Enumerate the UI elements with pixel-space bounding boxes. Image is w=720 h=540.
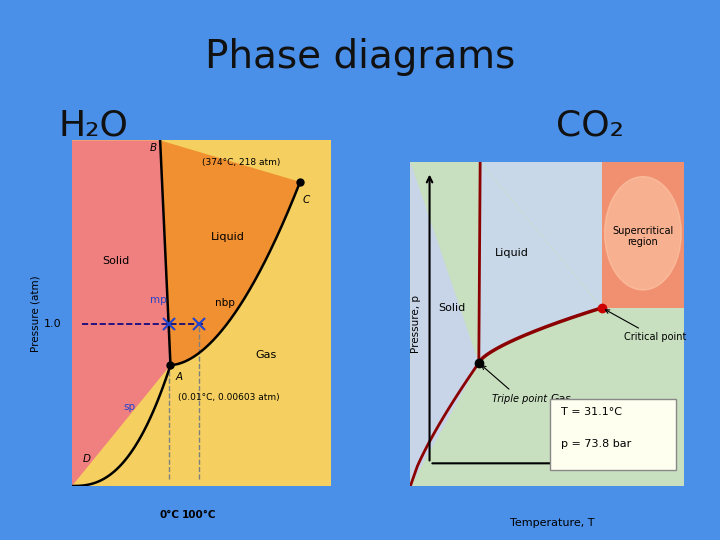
Text: Liquid: Liquid (210, 232, 245, 242)
Ellipse shape (605, 177, 681, 290)
Text: sp: sp (124, 402, 136, 412)
Text: Solid: Solid (102, 256, 130, 266)
Text: nbp: nbp (215, 298, 235, 308)
FancyBboxPatch shape (550, 399, 676, 470)
Text: 0°C: 0°C (159, 510, 179, 520)
Polygon shape (72, 140, 171, 486)
Polygon shape (72, 140, 331, 486)
Text: 1.0: 1.0 (44, 319, 62, 328)
Text: mp: mp (150, 295, 167, 305)
Text: Gas: Gas (550, 394, 572, 403)
Text: Temperature, T: Temperature, T (510, 518, 595, 529)
Polygon shape (410, 162, 684, 486)
Polygon shape (410, 162, 480, 486)
Text: Pressure, p: Pressure, p (411, 295, 421, 353)
Text: CO₂: CO₂ (557, 108, 624, 142)
Text: B: B (150, 143, 157, 153)
Polygon shape (160, 140, 300, 365)
Text: D: D (82, 454, 91, 464)
Text: Phase diagrams: Phase diagrams (205, 38, 515, 76)
Text: Triple point: Triple point (482, 366, 548, 404)
Text: Critical point: Critical point (606, 310, 686, 342)
Text: A: A (176, 372, 183, 382)
Text: H₂O: H₂O (58, 108, 129, 142)
Text: Supercritical
region: Supercritical region (612, 226, 674, 247)
Text: (374°C, 218 atm): (374°C, 218 atm) (202, 158, 280, 167)
Polygon shape (479, 162, 602, 363)
Text: 100°C: 100°C (181, 510, 216, 520)
Polygon shape (602, 162, 684, 308)
Text: C: C (302, 194, 310, 205)
Text: Solid: Solid (438, 303, 465, 313)
Text: Gas: Gas (256, 350, 277, 360)
Text: Pressure (atm): Pressure (atm) (31, 275, 41, 352)
Text: p⁣ = 73.8 bar: p⁣ = 73.8 bar (561, 439, 631, 449)
Text: (0.01°C, 0.00603 atm): (0.01°C, 0.00603 atm) (179, 393, 280, 402)
Text: T⁣ = 31.1°C: T⁣ = 31.1°C (561, 407, 622, 417)
Text: Liquid: Liquid (495, 248, 528, 258)
Polygon shape (410, 308, 684, 486)
